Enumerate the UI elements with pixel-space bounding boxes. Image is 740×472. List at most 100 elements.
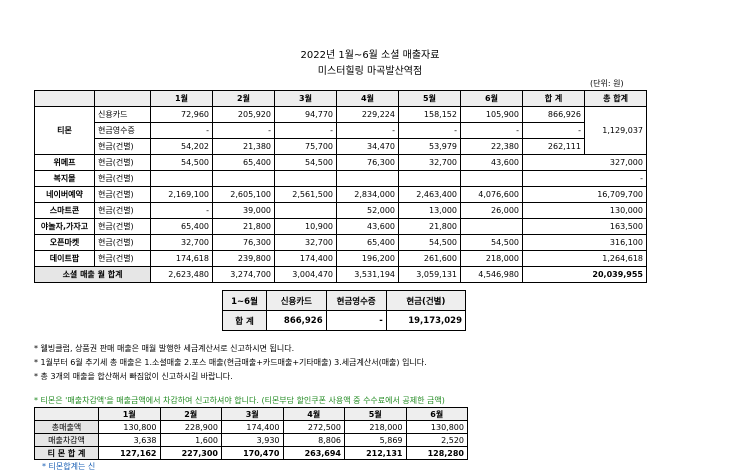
table-cell: 현금(건별)	[94, 154, 151, 171]
table-row: 스마트콘 현금(건별) -39,000 52,000 13,000 26,000 130,0…	[34, 202, 647, 219]
table-cell: 6월	[405, 407, 468, 421]
table-cell: 4월	[282, 407, 345, 421]
table-cell: 2,561,500	[274, 186, 337, 203]
table-cell: 316,100	[522, 234, 647, 251]
table-cell: 227,300	[159, 446, 222, 460]
table-cell: 174,400	[221, 420, 284, 434]
table-row: 위메프 현금(건별) 54,500 65,400 54,500 76,300 32,700 4…	[34, 154, 647, 171]
table-cell: 261,600	[398, 250, 461, 267]
table-cell: 262,111	[522, 138, 585, 155]
table-cell: 32,700	[150, 234, 213, 251]
table-cell: 현금(건별)	[94, 170, 151, 187]
table-cell: 2,834,000	[336, 186, 399, 203]
summary-table: 1~6월 신용카드 현금영수증 현금(건별) 합 계 866,926 - 19,…	[221, 290, 467, 331]
table-cell: 10,900	[274, 218, 337, 235]
table-cell: 39,000	[212, 202, 275, 219]
table-cell	[94, 90, 151, 107]
summary-header: 1~6월	[221, 290, 268, 311]
table-cell: 228,900	[159, 420, 222, 434]
table-cell: 매출차감액	[34, 433, 99, 447]
table-cell: 13,000	[398, 202, 461, 219]
table-cell: 76,300	[336, 154, 399, 171]
table-cell: 128,280	[405, 446, 468, 460]
table-cell: 6월	[460, 90, 523, 107]
table-cell: 합 계	[522, 90, 585, 107]
table-cell: 43,600	[460, 154, 523, 171]
table-cell: 163,500	[522, 218, 647, 235]
table-cell: 1월	[150, 90, 213, 107]
table-cell: 54,500	[274, 154, 337, 171]
table-cell: 174,400	[274, 250, 337, 267]
table-cell	[34, 407, 99, 421]
table-cell: 65,400	[212, 154, 275, 171]
table-cell: 196,200	[336, 250, 399, 267]
table-cell: 72,960	[150, 106, 213, 123]
table-cell: 54,202	[150, 138, 213, 155]
table-cell: 54,500	[398, 234, 461, 251]
table-cell: 239,800	[212, 250, 275, 267]
table-cell: 3,638	[98, 433, 161, 447]
summary-header: 현금(건별)	[385, 290, 467, 311]
table-cell: 2월	[159, 407, 222, 421]
summary-value: -	[325, 310, 387, 331]
table-cell: 76,300	[212, 234, 275, 251]
table-cell: 20,039,955	[522, 266, 647, 283]
table-cell: 16,709,700	[522, 186, 647, 203]
table-cell: 3월	[274, 90, 337, 107]
table-cell: 야놀자,가자고	[34, 218, 95, 235]
table-cell: 데이트팝	[34, 250, 95, 267]
table-cell: -	[398, 122, 461, 139]
summary-header: 현금영수증	[325, 290, 387, 311]
table-cell: -	[522, 170, 647, 187]
table-cell: 327,000	[522, 154, 647, 171]
tmon-row: 총매출액 130,800 228,900 174,400 272,500 218,000 1…	[34, 420, 468, 434]
table-cell: 52,000	[336, 202, 399, 219]
table-cell: 263,694	[282, 446, 345, 460]
note-line: * 1월부터 6월 추기세 총 매출은 1.소셜매출 2.포스 매출(현금매출+…	[34, 358, 427, 367]
table-cell: 티몬	[34, 106, 95, 155]
bottom-note: * 티몬합계는 신	[42, 462, 96, 471]
table-cell: 소셜 매출 월 합계	[34, 266, 151, 283]
table-cell: 1,129,037	[584, 106, 647, 155]
table-cell: 21,800	[398, 218, 461, 235]
grand-total-row: 소셜 매출 월 합계 2,623,480 3,274,700 3,004,470 3,5…	[34, 266, 647, 283]
table-row: 현금영수증 - - - - - - -	[35, 122, 647, 139]
table-cell: 212,131	[344, 446, 407, 460]
store-name: 미스터힐링 마곡발산역점	[317, 66, 423, 77]
table-cell: 5월	[344, 407, 407, 421]
table-cell: 2,605,100	[212, 186, 275, 203]
table-cell: 43,600	[336, 218, 399, 235]
table-cell: 스마트콘	[34, 202, 95, 219]
table-cell: 130,800	[98, 420, 161, 434]
tmon-header-row: 1월 2월 3월 4월 5월 6월	[34, 407, 468, 421]
table-cell: 현금(건별)	[94, 250, 151, 267]
table-cell: 1,600	[159, 433, 222, 447]
table-cell: 티 몬 합 계	[34, 446, 99, 460]
table-cell: 65,400	[336, 234, 399, 251]
table-cell: 5월	[398, 90, 461, 107]
table-row: 복지몰 현금(건별) -	[34, 170, 647, 187]
tmon-note: * 티몬은 '매출차감액'을 매출금액에서 차감하여 신고하셔야 합니다. (티…	[34, 396, 445, 405]
summary-header: 신용카드	[266, 290, 327, 311]
table-cell: 22,380	[460, 138, 523, 155]
table-cell: 현금(건별)	[94, 186, 151, 203]
table-cell: 21,800	[212, 218, 275, 235]
summary-value: 19,173,029	[385, 310, 467, 331]
table-cell	[460, 218, 523, 235]
table-cell: 218,000	[344, 420, 407, 434]
table-cell: 34,470	[336, 138, 399, 155]
table-cell: 8,806	[282, 433, 345, 447]
table-cell: 130,000	[522, 202, 647, 219]
table-cell: -	[150, 122, 213, 139]
tmon-table: 1월 2월 3월 4월 5월 6월 총매출액 130,800 228,900 174,400 272…	[34, 407, 468, 460]
table-cell: 현금(건별)	[94, 138, 151, 155]
table-cell: 1,264,618	[522, 250, 647, 267]
table-cell: 127,162	[98, 446, 161, 460]
table-row: 현금(건별) 54,202 21,380 75,700 34,470 53,979 22,3…	[35, 138, 647, 155]
table-cell	[274, 202, 337, 219]
table-cell: 현금(건별)	[94, 218, 151, 235]
table-cell	[150, 170, 213, 187]
table-cell: 21,380	[212, 138, 275, 155]
note-line: * 웰빙클럽, 상품권 판매 매출은 매월 발행한 세금계산서로 신고하시면 됩…	[34, 344, 295, 353]
